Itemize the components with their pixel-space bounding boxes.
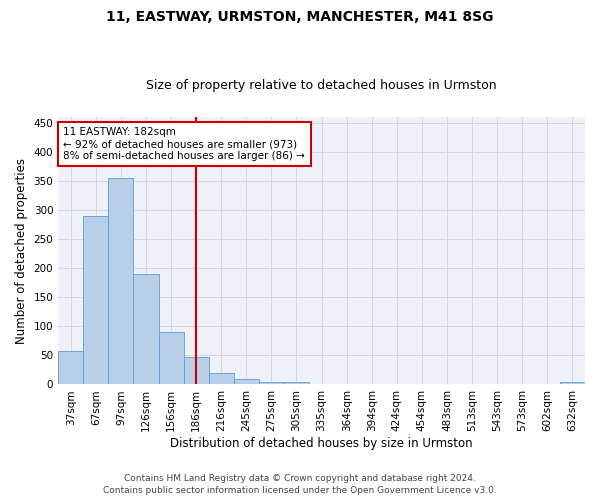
Text: 11 EASTWAY: 182sqm
← 92% of detached houses are smaller (973)
8% of semi-detache: 11 EASTWAY: 182sqm ← 92% of detached hou… [64, 128, 305, 160]
Bar [83, 216, 109, 384]
Bar [284, 382, 309, 384]
Text: 11, EASTWAY, URMSTON, MANCHESTER, M41 8SG: 11, EASTWAY, URMSTON, MANCHESTER, M41 8S… [106, 10, 494, 24]
Bar [184, 357, 209, 384]
Bar [234, 379, 259, 384]
Bar [209, 373, 234, 384]
Bar [109, 178, 133, 384]
Bar [158, 332, 184, 384]
Y-axis label: Number of detached properties: Number of detached properties [15, 158, 28, 344]
Text: Contains HM Land Registry data © Crown copyright and database right 2024.
Contai: Contains HM Land Registry data © Crown c… [103, 474, 497, 495]
Bar [133, 274, 158, 384]
Bar [560, 382, 585, 384]
X-axis label: Distribution of detached houses by size in Urmston: Distribution of detached houses by size … [170, 437, 473, 450]
Title: Size of property relative to detached houses in Urmston: Size of property relative to detached ho… [146, 79, 497, 92]
Bar [58, 350, 83, 384]
Bar [259, 382, 284, 384]
